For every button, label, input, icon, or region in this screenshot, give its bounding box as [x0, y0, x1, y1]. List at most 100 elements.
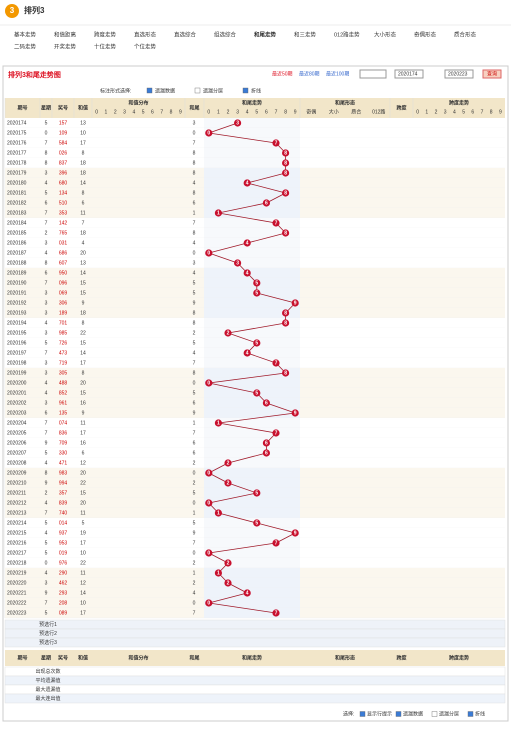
trend-bg [204, 338, 300, 348]
checkbox[interactable] [146, 87, 153, 94]
input[interactable] [444, 69, 474, 79]
draw-number: 074 [59, 420, 68, 426]
issue: 2020178 [7, 160, 27, 166]
digit-header: 8 [170, 109, 173, 115]
range-link[interactable]: 最近80期 [299, 70, 320, 77]
draw-number: 357 [59, 490, 68, 496]
trend-line [256, 522, 296, 534]
nav-link[interactable]: 组选综合 [214, 30, 237, 38]
range-link[interactable]: 最近50期 [272, 70, 293, 77]
nav-link[interactable]: 和三走势 [294, 30, 317, 38]
draw-number: 208 [59, 600, 68, 606]
checkbox[interactable] [359, 711, 366, 717]
column-header: 和值 [77, 104, 88, 111]
checkbox[interactable] [194, 87, 201, 94]
select[interactable] [359, 69, 387, 79]
nav-link[interactable]: 和值距离 [54, 30, 77, 38]
column-header: 和尾走势 [241, 99, 262, 106]
trend-bg [204, 228, 300, 238]
weekday: 4 [45, 530, 48, 536]
tail-ball [272, 359, 280, 367]
column-header: 跨度 [396, 654, 407, 661]
nav-link[interactable]: 012路走势 [334, 30, 360, 38]
tail-ball-text: 8 [284, 320, 287, 326]
nav-link[interactable]: 个位走势 [134, 42, 157, 50]
tail: 7 [193, 610, 196, 616]
tail-ball [262, 439, 270, 447]
issue: 2020181 [7, 190, 27, 196]
bottom-option: 显示行提示 [367, 710, 392, 717]
sum: 20 [80, 470, 86, 476]
nav-link[interactable]: 跨度走势 [94, 30, 117, 38]
digit-header: 6 [471, 109, 474, 115]
nav-link[interactable]: 直选综合 [174, 30, 197, 38]
issue: 2020197 [7, 350, 27, 356]
weekday: 3 [45, 290, 48, 296]
weekday: 8 [45, 160, 48, 166]
digit-header: 1 [217, 109, 220, 115]
tail-ball [214, 509, 222, 517]
tail-ball-text: 9 [294, 300, 297, 306]
draw-number: 189 [59, 310, 68, 316]
draw-number: 014 [59, 520, 68, 526]
query-btn[interactable] [482, 69, 502, 79]
tail-ball-text: 6 [265, 440, 268, 446]
tail-ball-text: 7 [275, 430, 278, 436]
weekday: 8 [45, 260, 48, 266]
tail: 7 [193, 360, 196, 366]
checkbox[interactable] [395, 711, 402, 717]
draw-number: 740 [59, 510, 68, 516]
tail-ball [243, 349, 251, 357]
nav-link[interactable]: 开奖走势 [54, 42, 77, 50]
nav-link[interactable]: 二码走势 [14, 42, 37, 50]
sum: 19 [80, 530, 86, 536]
trend-line [256, 292, 296, 304]
issue: 2020204 [7, 420, 27, 426]
sum: 18 [80, 310, 86, 316]
column-header: 和值 [77, 654, 88, 661]
checkbox[interactable] [431, 711, 438, 717]
nav-link[interactable]: 奇偶形态 [414, 30, 437, 38]
checkbox[interactable] [242, 87, 249, 94]
sum: 22 [80, 480, 86, 486]
shape-header: 012路 [372, 108, 385, 115]
range-link[interactable]: 最近100期 [326, 70, 349, 77]
tail-ball-text: 9 [294, 410, 297, 416]
digit-header: 2 [227, 109, 230, 115]
issue: 2020191 [7, 290, 27, 296]
checkbox[interactable] [467, 711, 474, 717]
sum: 9 [82, 300, 85, 306]
nav-link[interactable]: 十位走势 [94, 42, 117, 50]
nav-link[interactable]: 质合形态 [454, 30, 477, 38]
tail: 0 [193, 600, 196, 606]
sum: 15 [80, 280, 86, 286]
issue: 2020174 [7, 120, 27, 126]
tail-ball [234, 259, 242, 267]
sum: 11 [80, 210, 85, 216]
header-bg [5, 650, 505, 666]
input[interactable] [394, 69, 424, 79]
digit-header: 5 [255, 109, 258, 115]
issue: 2020220 [7, 580, 27, 586]
trend-bg [204, 268, 300, 278]
nav-link[interactable]: 基本走势 [14, 30, 37, 38]
tail-ball [224, 559, 232, 567]
trend-line [208, 472, 229, 484]
tail-ball-text: 2 [227, 580, 230, 586]
draw-number: 680 [59, 180, 68, 186]
nav-link[interactable]: 大小形态 [374, 30, 397, 38]
draw-number: 353 [59, 210, 68, 216]
trend-line [208, 372, 286, 384]
tail-ball-text: 1 [217, 210, 220, 216]
trend-bg [204, 548, 300, 558]
trend-bg [204, 198, 300, 208]
nav-link[interactable]: 和尾走势 [254, 30, 277, 38]
sum: 18 [80, 160, 86, 166]
tail-ball [272, 219, 280, 227]
tail: 6 [193, 450, 196, 456]
draw-number: 473 [59, 350, 68, 356]
draw-number: 953 [59, 540, 68, 546]
draw-number: 109 [59, 130, 68, 136]
nav-link[interactable]: 直选形态 [134, 30, 157, 38]
weekday: 3 [45, 370, 48, 376]
